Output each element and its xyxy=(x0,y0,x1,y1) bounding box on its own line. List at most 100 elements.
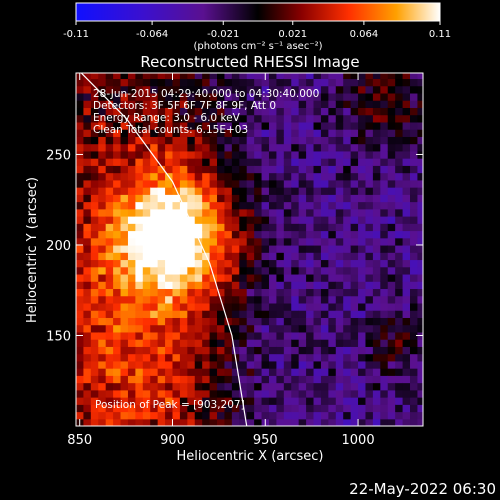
heatmap-cell xyxy=(224,165,233,174)
heatmap-cell xyxy=(246,114,255,123)
heatmap-cell xyxy=(283,281,292,290)
heatmap-cell xyxy=(313,252,322,261)
heatmap-cell xyxy=(157,237,166,246)
heatmap-cell xyxy=(328,136,337,145)
heatmap-cell xyxy=(365,172,374,181)
heatmap-cell xyxy=(157,317,166,326)
heatmap-cell xyxy=(328,353,337,362)
heatmap-cell xyxy=(150,194,159,203)
heatmap-cell xyxy=(320,150,329,159)
heatmap-cell xyxy=(335,266,344,275)
heatmap-cell xyxy=(276,194,285,203)
heatmap-cell xyxy=(395,310,404,318)
heatmap-cell xyxy=(127,259,136,268)
heatmap-cell xyxy=(83,100,92,108)
heatmap-cell xyxy=(224,353,233,362)
heatmap-cell xyxy=(120,107,129,116)
heatmap-cell xyxy=(120,317,129,326)
heatmap-cell xyxy=(172,223,181,232)
heatmap-cell xyxy=(127,382,136,391)
heatmap-cell xyxy=(202,194,211,203)
heatmap-cell xyxy=(306,382,315,391)
heatmap-cell xyxy=(194,353,203,362)
heatmap-cell xyxy=(127,165,136,174)
heatmap-cell xyxy=(83,281,92,290)
heatmap-cell xyxy=(90,92,99,101)
heatmap-cell xyxy=(90,324,99,333)
heatmap-cell xyxy=(165,78,174,87)
heatmap-cell xyxy=(417,136,423,145)
heatmap-cell xyxy=(231,310,240,318)
heatmap-cell xyxy=(150,273,159,282)
heatmap-cell xyxy=(76,281,85,290)
heatmap-cell xyxy=(261,201,270,210)
heatmap-cell xyxy=(350,121,359,130)
heatmap-cell xyxy=(83,273,92,282)
heatmap-cell xyxy=(276,201,285,210)
heatmap-cell xyxy=(306,266,315,275)
heatmap-cell xyxy=(120,273,129,282)
heatmap-cell xyxy=(150,208,159,217)
heatmap-cell xyxy=(127,368,136,376)
heatmap-cell xyxy=(231,121,240,130)
heatmap-cell xyxy=(224,92,233,101)
heatmap-cell xyxy=(320,230,329,239)
heatmap-cell xyxy=(194,259,203,268)
heatmap-cell xyxy=(120,158,129,166)
heatmap-cell xyxy=(172,121,181,130)
heatmap-cell xyxy=(157,150,166,159)
heatmap-cell xyxy=(417,375,423,384)
heatmap-cell xyxy=(313,353,322,362)
heatmap-cell xyxy=(239,121,248,130)
heatmap-cell xyxy=(365,92,374,101)
heatmap-cell xyxy=(268,302,277,311)
heatmap-cell xyxy=(276,92,285,101)
heatmap-cell xyxy=(358,288,367,297)
heatmap-cell xyxy=(239,375,248,384)
heatmap-cell xyxy=(231,302,240,311)
heatmap-cell xyxy=(239,216,248,224)
heatmap-cell xyxy=(90,382,99,391)
heatmap-cell xyxy=(113,92,122,101)
heatmap-cell xyxy=(83,216,92,224)
heatmap-cell xyxy=(165,92,174,101)
x-axis-ticks: 850 900 950 1000 xyxy=(67,73,375,448)
heatmap-cell xyxy=(268,230,277,239)
heatmap-cell xyxy=(165,107,174,116)
heatmap-cell xyxy=(172,360,181,369)
heatmap-cell xyxy=(202,100,211,108)
heatmap-cell xyxy=(202,107,211,116)
heatmap-cell xyxy=(209,107,218,116)
heatmap-cell xyxy=(313,389,322,398)
heatmap-cell xyxy=(113,295,122,304)
heatmap-cell xyxy=(142,73,151,80)
heatmap-cell xyxy=(395,78,404,87)
heatmap-cell xyxy=(142,310,151,318)
heatmap-cell xyxy=(350,404,359,413)
heatmap-cell xyxy=(410,418,419,426)
heatmap-cell xyxy=(239,237,248,246)
heatmap-cell xyxy=(113,129,122,137)
heatmap-cell xyxy=(291,418,300,426)
heatmap-cell xyxy=(306,302,315,311)
heatmap-cell xyxy=(261,216,270,224)
heatmap-cell xyxy=(372,230,381,239)
heatmap-cell xyxy=(246,273,255,282)
heatmap-cell xyxy=(187,382,196,391)
heatmap-cell xyxy=(98,237,107,246)
heatmap-cell xyxy=(320,78,329,87)
heatmap-cell xyxy=(306,100,315,108)
heatmap-cell xyxy=(209,310,218,318)
heatmap-cell xyxy=(142,295,151,304)
heatmap-cell xyxy=(83,404,92,413)
heatmap-cell xyxy=(135,317,144,326)
heatmap-cell xyxy=(187,100,196,108)
heatmap-cell xyxy=(157,382,166,391)
heatmap-cell xyxy=(172,375,181,384)
heatmap-cell xyxy=(298,411,307,420)
heatmap-cell xyxy=(217,288,226,297)
heatmap-cell xyxy=(187,85,196,94)
heatmap-cell xyxy=(402,121,411,130)
heatmap-cell xyxy=(410,73,419,80)
heatmap-cell xyxy=(83,382,92,391)
